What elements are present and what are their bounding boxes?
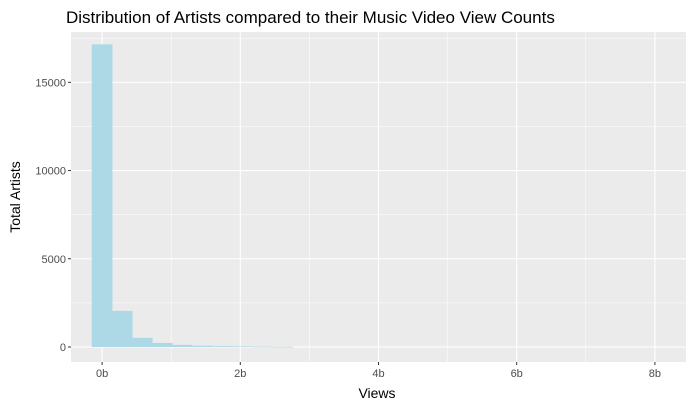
y-tick-label: 10000	[35, 166, 66, 178]
histogram-bar	[112, 310, 133, 347]
y-tick-label: 15000	[35, 77, 66, 89]
y-tick-label: 5000	[42, 254, 66, 266]
histogram-bar	[232, 346, 253, 348]
histogram-bar	[252, 346, 273, 348]
histogram-bars	[91, 44, 293, 348]
histogram-bar	[132, 337, 153, 347]
x-axis-ticks: 0b 2b 4b 6b 8b	[96, 362, 661, 380]
histogram-bar	[272, 346, 293, 348]
histogram-bar	[172, 344, 193, 347]
histogram-bar	[192, 345, 213, 347]
x-tick-label: 0b	[96, 368, 108, 380]
histogram-bar	[91, 44, 113, 348]
x-tick-label: 4b	[372, 368, 384, 380]
x-axis-title: Views	[358, 385, 395, 401]
y-tick-label: 0	[60, 342, 66, 354]
y-axis-title: Total Artists	[7, 161, 23, 233]
histogram-bar	[212, 346, 233, 347]
chart-title: Distribution of Artists compared to thei…	[66, 8, 555, 27]
x-tick-label: 6b	[511, 368, 523, 380]
y-axis-ticks: 0 5000 10000 15000	[35, 77, 71, 354]
histogram-bar	[152, 342, 173, 347]
x-tick-label: 8b	[649, 368, 661, 380]
x-tick-label: 2b	[234, 368, 246, 380]
